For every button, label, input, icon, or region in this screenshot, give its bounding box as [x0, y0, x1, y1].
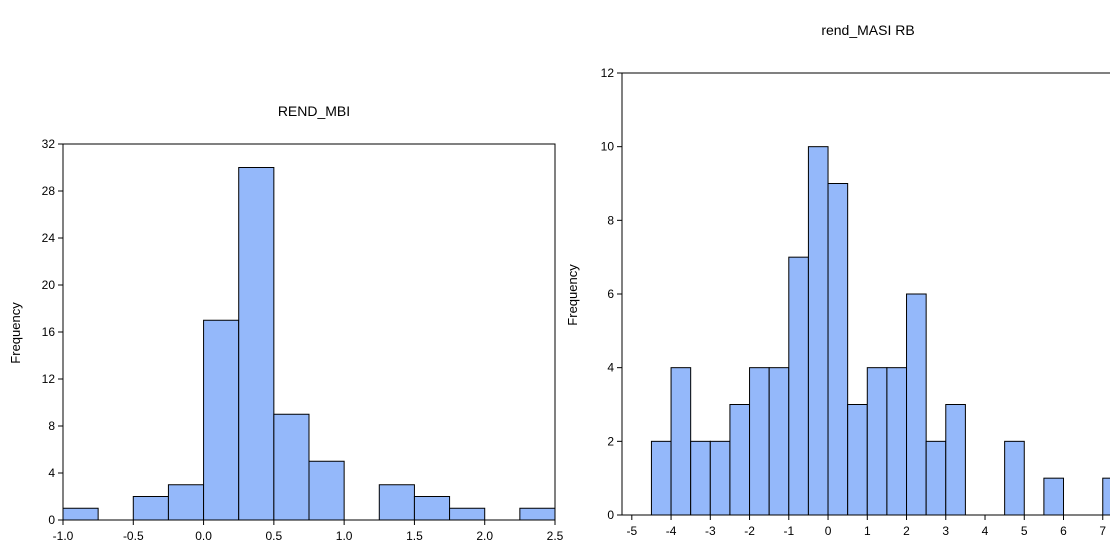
histogram-bar [749, 367, 770, 516]
y-axis-label: Frequency [8, 302, 23, 364]
histogram-bar [945, 404, 966, 516]
x-tick-label: 2 [903, 524, 910, 538]
y-tick-label: 12 [42, 372, 56, 386]
histogram-bar [167, 484, 205, 521]
histogram-bar [1043, 477, 1065, 516]
chart-title: rend_MASI RB [821, 22, 914, 38]
y-tick-label: 28 [42, 184, 56, 198]
histogram-bar [308, 460, 345, 521]
y-axis-label: Frequency [565, 264, 580, 326]
y-tick-label: 12 [601, 66, 615, 80]
histogram-bar [519, 507, 556, 521]
histogram-bar [847, 404, 868, 516]
histogram-bar [866, 367, 888, 516]
y-tick-label: 6 [607, 287, 614, 301]
histogram-bar [729, 404, 751, 516]
y-tick-label: 8 [607, 213, 614, 227]
bars [650, 146, 1110, 516]
histogram-bar [690, 440, 711, 516]
y-tick-label: 8 [48, 419, 55, 433]
y-tick-label: 4 [607, 361, 614, 375]
histogram-bar [132, 496, 169, 521]
x-tick-label: 7 [1099, 524, 1106, 538]
y-tick-label: 32 [42, 137, 56, 151]
bars [62, 167, 556, 521]
x-tick-label: 3 [942, 524, 949, 538]
histogram-bar [827, 183, 849, 516]
histogram-bar [650, 440, 672, 516]
x-tick-label: -2 [744, 524, 755, 538]
y-tick-label: 24 [42, 231, 56, 245]
histogram-bar [807, 146, 829, 516]
axes: -1.0 -0.5 0.0 0.5 1.0 1.5 2.0 2.5 0 4 8 12 16 20 24 28 3… [42, 137, 564, 543]
x-tick-label: 0 [825, 524, 832, 538]
histogram-bar [413, 496, 451, 521]
histogram-bar [62, 507, 99, 521]
y-tick-label: 0 [48, 513, 55, 527]
x-tick-label: -1.0 [53, 529, 74, 543]
x-tick-label: 5 [1021, 524, 1028, 538]
y-tick-label: 10 [601, 140, 615, 154]
histogram-bar [906, 293, 927, 516]
x-tick-label: -5 [626, 524, 637, 538]
histogram-bar [203, 319, 240, 521]
x-tick-label: 4 [982, 524, 989, 538]
rend-masi-rb-histogram: rend_MASI RB Frequency -5 -4 -3 -2 -1 0 1 2 3 4 5 6… [565, 22, 1110, 538]
x-tick-label: -1 [783, 524, 794, 538]
histogram-bar [378, 484, 415, 521]
chart-title: REND_MBI [278, 103, 350, 119]
x-tick-label: 0.0 [195, 529, 212, 543]
y-tick-label: 2 [607, 434, 614, 448]
y-tick-label: 16 [42, 325, 56, 339]
x-tick-label: 1 [864, 524, 871, 538]
x-tick-label: -0.5 [123, 529, 144, 543]
rend-mbi-histogram: REND_MBI Frequency -1.0 -0.5 0.0 0.5 1.0 1.5 2… [8, 103, 564, 543]
histogram-bar [925, 440, 947, 516]
histogram-bar [670, 367, 692, 516]
x-tick-label: 1.5 [406, 529, 423, 543]
x-tick-label: -3 [705, 524, 716, 538]
x-tick-label: 2.0 [476, 529, 493, 543]
histogram-bar [1004, 440, 1025, 516]
x-tick-label: 0.5 [266, 529, 283, 543]
axes: -5-4-3-2-1012345678024681012 [601, 66, 1107, 538]
x-tick-label: 6 [1060, 524, 1067, 538]
histogram-bar [886, 367, 908, 516]
x-tick-label: 2.5 [547, 529, 564, 543]
x-tick-label: 1.0 [336, 529, 353, 543]
y-tick-label: 4 [48, 466, 55, 480]
y-tick-label: 0 [607, 508, 614, 522]
x-tick-label: -4 [666, 524, 677, 538]
histogram-bar [273, 413, 310, 521]
histogram-bar [449, 507, 486, 521]
histogram-bar [768, 367, 790, 516]
y-tick-label: 20 [42, 278, 56, 292]
histogram-bar [788, 256, 809, 516]
histogram-bar [1102, 477, 1110, 516]
histogram-bar [709, 440, 731, 516]
histogram-bar [238, 167, 275, 521]
